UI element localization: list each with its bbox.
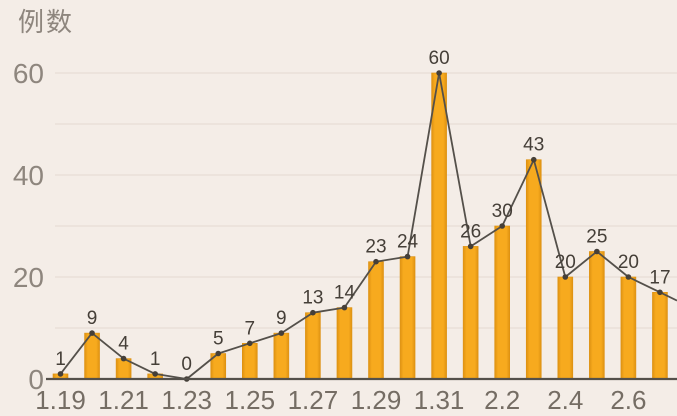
- data-point-marker: [120, 355, 127, 362]
- bar-value-label: 9: [276, 308, 287, 329]
- x-tick-label: 1.25: [224, 385, 275, 415]
- bar-value-label: 23: [365, 237, 386, 258]
- bar-value-label: 13: [302, 288, 323, 309]
- data-point-marker: [247, 340, 253, 347]
- bar: [620, 276, 637, 380]
- x-tick-label: 2.2: [484, 385, 520, 415]
- data-point-marker: [657, 289, 663, 296]
- y-tick-label: 40: [13, 160, 44, 191]
- x-tick-label: 2.4: [547, 385, 583, 415]
- bar-value-label: 26: [460, 221, 481, 242]
- bar-value-label: 30: [492, 201, 513, 222]
- bar: [368, 261, 384, 380]
- x-tick-label: 1.31: [414, 385, 465, 415]
- bar: [494, 225, 511, 380]
- bar-value-label: 0: [181, 354, 192, 375]
- bar: [305, 312, 321, 380]
- x-tick-label: 1.21: [98, 385, 149, 415]
- data-point-marker: [215, 350, 222, 357]
- bar-value-label: 1: [55, 349, 66, 370]
- bar: [399, 256, 416, 380]
- bar-value-label: 24: [397, 232, 419, 253]
- data-point-marker: [436, 70, 442, 76]
- data-point-marker: [89, 330, 95, 336]
- data-point-marker: [562, 274, 569, 280]
- x-tick-label: 1.29: [351, 385, 402, 415]
- bar-value-label: 14: [334, 283, 356, 304]
- bar: [273, 332, 290, 380]
- data-point-marker: [373, 258, 379, 265]
- bar-value-label: 5: [213, 329, 224, 350]
- y-tick-label: 20: [13, 262, 44, 293]
- bar: [431, 72, 447, 380]
- data-point-marker: [404, 253, 411, 260]
- bar-value-label: 25: [586, 227, 607, 248]
- bar-value-label: 7: [245, 318, 256, 339]
- data-point-marker: [594, 248, 600, 255]
- bar-value-label: 4: [118, 334, 129, 355]
- bar: [336, 307, 353, 380]
- bar-value-label: 1: [150, 349, 161, 370]
- data-point-marker: [152, 371, 158, 377]
- bar-value-label: 43: [523, 135, 544, 156]
- data-point-marker: [57, 371, 64, 377]
- data-point-marker: [530, 156, 537, 163]
- data-point-marker: [341, 304, 348, 311]
- y-tick-label: 0: [28, 364, 44, 395]
- x-tick-label: 1.27: [288, 385, 339, 415]
- data-point-marker: [625, 274, 632, 280]
- y-tick-label: 60: [13, 58, 44, 89]
- bar: [242, 342, 258, 380]
- bar: [557, 276, 574, 380]
- data-point-marker: [499, 223, 506, 229]
- x-tick-label: 1.19: [35, 385, 86, 415]
- data-point-marker: [467, 243, 474, 250]
- bar: [462, 246, 479, 380]
- bar-value-label: 60: [429, 48, 450, 69]
- data-point-marker: [278, 330, 285, 336]
- x-tick-label: 2.6: [610, 385, 646, 415]
- bar-value-label: 17: [649, 267, 670, 288]
- data-point-marker: [310, 309, 316, 316]
- bar-value-label: 20: [618, 252, 639, 273]
- bar: [525, 159, 542, 380]
- bar-value-label: 9: [87, 308, 98, 329]
- y-axis-title: 例数: [18, 8, 75, 38]
- bar: [589, 251, 605, 380]
- bar: [652, 291, 668, 380]
- x-tick-label: 1.23: [161, 385, 212, 415]
- bar-value-label: 20: [555, 252, 576, 273]
